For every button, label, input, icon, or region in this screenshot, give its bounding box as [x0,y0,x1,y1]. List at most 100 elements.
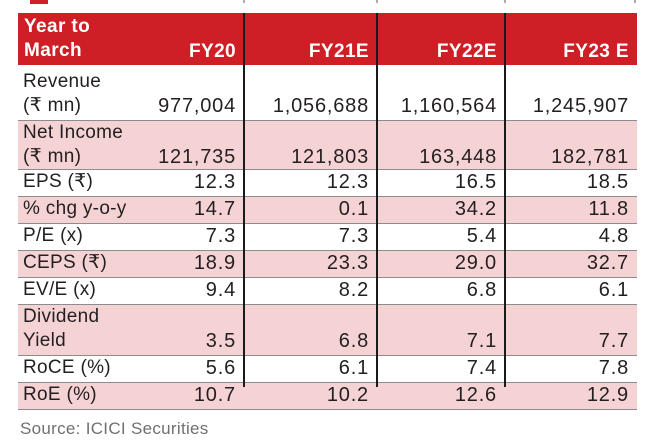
cell-value: 121,735 [158,146,236,168]
table-body: Revenue (₹ mn) 977,004 1,056,688 1,160,5… [18,65,637,410]
column-divider [376,13,378,387]
cell-value: 5.6 [205,357,236,379]
row-label-cell: EPS (₹) 12.3 [18,170,244,196]
cell-value: 0.1 [338,198,369,220]
table-row-ceps: CEPS (₹) 18.9 23.3 29.0 32.7 [18,250,637,277]
column-header-fy21e: FY21E [308,41,369,62]
financial-estimates-table: Year to March FY20 FY21E FY22E FY23 E Re… [18,13,637,439]
table-row-net-income: Net Income (₹ mn) 121,735 121,803 163,44… [18,120,637,169]
row-label: EPS (₹) [23,170,93,194]
cell-value: 7.4 [466,357,497,379]
row-label-cell: RoCE (%) 5.6 [18,356,244,382]
cell-value: 163,448 [419,146,497,168]
row-label-line1: Net Income [23,122,124,143]
row-label: Revenue (₹ mn) [23,70,101,118]
cell-value: 6.1 [598,279,629,301]
row-label-cell: Dividend Yield 3.5 [18,305,244,355]
row-label-line2: (₹ mn) [23,95,82,116]
cell-value: 23.3 [326,252,369,274]
source-note: Source: ICICI Securities [20,419,209,438]
row-label: CEPS (₹) [23,251,107,275]
crop-artifact-line [376,0,378,3]
row-label-line1: P/E (x) [23,225,84,246]
cell-value: 6.8 [466,279,497,301]
header-label-line2: March [24,40,82,61]
row-label: EV/E (x) [23,278,96,302]
row-label: Dividend Yield [23,305,99,353]
row-label-line1: EV/E (x) [23,279,97,300]
row-label-line1: Revenue [23,71,102,92]
table-header-row: Year to March FY20 FY21E FY22E FY23 E [18,13,637,65]
column-divider [504,13,506,387]
header-label-line1: Year to [24,16,91,37]
row-label-line1: Dividend [23,306,100,327]
row-label-line2: Yield [23,330,67,351]
cell-value: 12.6 [454,384,497,406]
cell-value: 14.7 [193,198,236,220]
crop-artifact-line [504,0,506,3]
row-label-line1: % chg y-o-y [23,198,127,219]
cell-value: 3.5 [205,330,236,352]
cell-value: 12.3 [193,171,236,193]
table-row-dividend-yield: Dividend Yield 3.5 6.8 7.1 7.7 [18,304,637,355]
header-label-cell: Year to March FY20 [18,13,244,67]
cell-value: 32.7 [586,252,629,274]
cell-value: 7.1 [466,330,497,352]
row-label-cell: % chg y-o-y 14.7 [18,197,244,223]
cell-value: 6.1 [338,357,369,379]
cell-value: 9.4 [205,279,236,301]
row-label: P/E (x) [23,224,83,248]
row-label-cell: P/E (x) 7.3 [18,224,244,250]
cell-value: 182,781 [551,146,629,168]
row-label-line1: RoCE (%) [23,357,111,378]
cell-value: 18.9 [193,252,236,274]
cell-value: 8.2 [338,279,369,301]
cell-value: 34.2 [454,198,497,220]
cell-value: 18.5 [586,171,629,193]
row-label: RoE (%) [23,383,97,407]
row-label-cell: CEPS (₹) 18.9 [18,251,244,277]
cell-value: 12.3 [326,171,369,193]
cell-value: 7.8 [598,357,629,379]
cell-value: 7.3 [205,225,236,247]
row-label-line1: EPS (₹) [23,171,94,192]
cell-value: 12.9 [586,384,629,406]
row-label-line2: (₹ mn) [23,146,82,167]
cell-value: 6.8 [338,330,369,352]
column-header-fy23e: FY23 E [563,41,629,62]
row-label-cell: RoE (%) 10.7 [18,383,244,409]
crop-artifact-red [30,0,48,4]
row-label-line1: CEPS (₹) [23,252,108,273]
crop-artifact-line [243,0,245,3]
table-row-revenue: Revenue (₹ mn) 977,004 1,056,688 1,160,5… [18,65,637,120]
column-divider [243,13,245,387]
cell-value: 7.7 [598,330,629,352]
cell-value: 10.7 [193,384,236,406]
table-row-eps: EPS (₹) 12.3 12.3 16.5 18.5 [18,169,637,196]
row-label: Net Income (₹ mn) [23,121,123,169]
table-row-pe: P/E (x) 7.3 7.3 5.4 4.8 [18,223,637,250]
row-label-cell: Revenue (₹ mn) 977,004 [18,65,244,120]
cell-value: 977,004 [158,95,236,117]
row-label: RoCE (%) [23,356,111,380]
row-label-line1: RoE (%) [23,384,97,405]
cell-value: 5.4 [466,225,497,247]
cell-value: 1,245,907 [532,95,629,117]
column-header-fy22e: FY22E [436,41,497,62]
cell-value: 4.8 [598,225,629,247]
row-label: % chg y-o-y [23,197,127,221]
cell-value: 29.0 [454,252,497,274]
column-header-fy20: FY20 [188,41,236,62]
cell-value: 1,160,564 [400,95,497,117]
cell-value: 11.8 [588,198,629,220]
cell-value: 1,056,688 [272,95,369,117]
cell-value: 7.3 [338,225,369,247]
row-label-cell: EV/E (x) 9.4 [18,278,244,304]
table-row-roce: RoCE (%) 5.6 6.1 7.4 7.8 [18,355,637,382]
table-row-pct-chg: % chg y-o-y 14.7 0.1 34.2 11.8 [18,196,637,223]
row-label-cell: Net Income (₹ mn) 121,735 [18,121,244,171]
cell-value: 121,803 [291,146,369,168]
cell-value: 16.5 [454,171,497,193]
cell-value: 10.2 [326,384,369,406]
header-row-label: Year to March [24,13,90,63]
